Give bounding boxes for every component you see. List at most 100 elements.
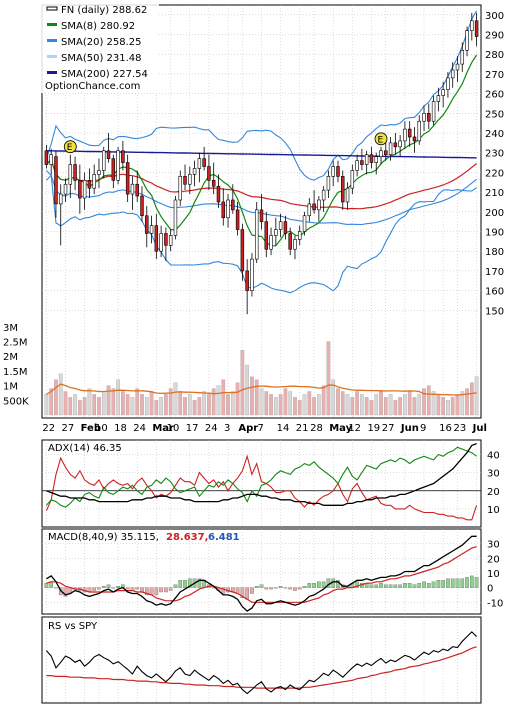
volume-bar bbox=[197, 397, 202, 416]
candle bbox=[288, 227, 292, 256]
adx-line bbox=[46, 442, 477, 506]
macd-histogram-bar bbox=[259, 584, 264, 588]
volume-bar bbox=[307, 391, 312, 416]
volume-bar bbox=[63, 391, 68, 416]
price-tick-label: 160 bbox=[485, 287, 504, 298]
candle bbox=[235, 201, 240, 236]
candle-body bbox=[374, 156, 378, 163]
di-plus-line bbox=[45, 446, 477, 508]
volume-bar bbox=[82, 397, 87, 416]
watermark: OptionChance.com bbox=[45, 81, 140, 92]
volume-bar bbox=[92, 394, 97, 416]
candle bbox=[436, 87, 441, 112]
macd-histogram-bar bbox=[250, 587, 254, 594]
earnings-circle bbox=[374, 132, 388, 146]
volume-bar bbox=[398, 397, 402, 416]
volume-bar bbox=[73, 394, 77, 416]
candle bbox=[254, 201, 259, 264]
macd-histogram-bar bbox=[455, 578, 460, 588]
candle bbox=[460, 42, 465, 72]
volume-tick-label: 2.5M bbox=[3, 338, 28, 349]
candle-body bbox=[465, 30, 469, 51]
candle bbox=[159, 225, 163, 258]
candle-body bbox=[331, 166, 335, 177]
volume-bar bbox=[436, 394, 441, 416]
volume-bar bbox=[331, 379, 336, 416]
macd-histogram-bar bbox=[460, 578, 465, 588]
candle-body bbox=[288, 233, 292, 250]
candle-body bbox=[78, 180, 82, 199]
volume-average-line bbox=[46, 383, 477, 396]
candle-body bbox=[173, 199, 178, 236]
macd-histogram-bar bbox=[407, 583, 412, 588]
price-tick-label: 300 bbox=[485, 11, 504, 22]
macd-histogram-bar bbox=[106, 584, 111, 588]
lower-band bbox=[46, 170, 477, 294]
price-tick-label: 190 bbox=[485, 228, 504, 239]
x-tick-label: 19 bbox=[367, 423, 380, 434]
adx-tick-label: 40 bbox=[487, 451, 500, 462]
volume-bar bbox=[97, 397, 101, 416]
candle bbox=[82, 172, 87, 210]
volume-bar bbox=[297, 400, 302, 416]
volume-bar bbox=[168, 388, 173, 416]
candle bbox=[250, 253, 254, 297]
candle-body bbox=[102, 150, 106, 171]
x-tick-label: 27 bbox=[62, 423, 75, 434]
volume-bar bbox=[422, 388, 426, 416]
candle-body bbox=[87, 180, 92, 189]
macd-signal-line bbox=[46, 546, 477, 603]
macd-histogram-bar bbox=[446, 578, 450, 588]
candle bbox=[197, 152, 202, 183]
candle bbox=[211, 162, 216, 195]
candle bbox=[283, 215, 288, 240]
volume-bar bbox=[431, 391, 436, 416]
volume-bar bbox=[154, 400, 159, 416]
candle-body bbox=[254, 209, 259, 260]
volume-bar bbox=[321, 385, 326, 416]
legend-background bbox=[41, 3, 159, 93]
candlesticks: EE bbox=[44, 12, 479, 315]
x-tick-label: May bbox=[329, 423, 352, 434]
macd-histogram-bar bbox=[135, 587, 140, 590]
x-tick-label: 21 bbox=[296, 423, 309, 434]
price-tick-label: 200 bbox=[485, 208, 504, 219]
candle-body bbox=[298, 231, 302, 240]
candle bbox=[54, 150, 58, 218]
volume-bar bbox=[379, 391, 383, 416]
volume-bar bbox=[278, 394, 283, 416]
macd-histogram-bar bbox=[264, 587, 269, 590]
volume-bar bbox=[450, 397, 455, 416]
candle-body bbox=[369, 154, 374, 163]
macd-histogram-bar bbox=[183, 580, 187, 588]
candle bbox=[140, 186, 144, 222]
volume-bar bbox=[288, 391, 293, 416]
volume-bar bbox=[269, 394, 273, 416]
macd-histogram-bar bbox=[54, 587, 58, 589]
macd-histogram-bar bbox=[149, 587, 154, 596]
macd-hist-value: 6.481 bbox=[208, 532, 240, 543]
macd-tick-label: 20 bbox=[487, 554, 500, 565]
price-grid bbox=[42, 5, 481, 703]
candle-body bbox=[360, 160, 364, 165]
volume-bar bbox=[121, 391, 125, 416]
macd-histogram-bar bbox=[379, 583, 383, 588]
candle-body bbox=[121, 150, 125, 163]
macd-histogram-bar bbox=[302, 586, 307, 588]
candle-body bbox=[125, 162, 130, 195]
x-tick-label: 16 bbox=[439, 423, 452, 434]
volume-bar bbox=[58, 373, 63, 416]
x-tick-label: Jul bbox=[472, 423, 487, 434]
macd-histogram-bar bbox=[97, 587, 101, 590]
candle bbox=[145, 205, 149, 248]
macd-histogram-bar bbox=[307, 583, 312, 588]
x-tick-label: 18 bbox=[114, 423, 127, 434]
macd-histogram-bar bbox=[278, 586, 283, 588]
volume-bar bbox=[259, 388, 264, 416]
candle-body bbox=[240, 229, 245, 272]
candle-body bbox=[474, 20, 479, 37]
x-tick-label: 24 bbox=[133, 423, 146, 434]
candle-body bbox=[207, 166, 211, 181]
legend-swatch bbox=[47, 23, 57, 26]
volume-bar bbox=[125, 394, 130, 416]
